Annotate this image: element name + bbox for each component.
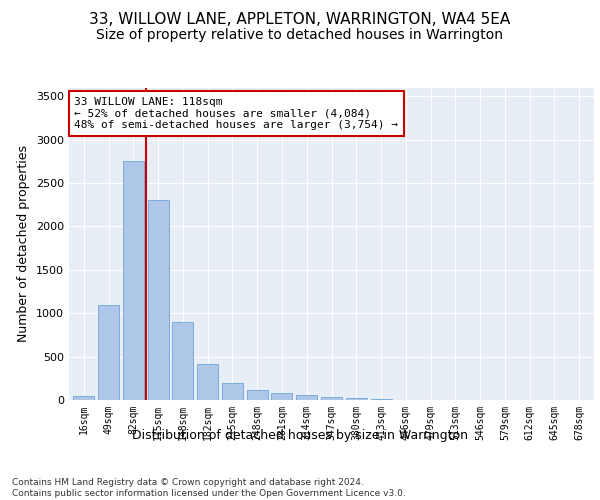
Y-axis label: Number of detached properties: Number of detached properties: [17, 145, 31, 342]
Bar: [197, 364, 218, 400]
Text: Contains HM Land Registry data © Crown copyright and database right 2024.
Contai: Contains HM Land Registry data © Crown c…: [12, 478, 406, 498]
Bar: [247, 390, 268, 400]
Bar: [148, 200, 169, 400]
Text: 33, WILLOW LANE, APPLETON, WARRINGTON, WA4 5EA: 33, WILLOW LANE, APPLETON, WARRINGTON, W…: [89, 12, 511, 28]
Bar: [172, 322, 193, 400]
Text: Size of property relative to detached houses in Warrington: Size of property relative to detached ho…: [97, 28, 503, 42]
Bar: [271, 393, 292, 400]
Bar: [73, 396, 94, 400]
Text: Distribution of detached houses by size in Warrington: Distribution of detached houses by size …: [132, 430, 468, 442]
Text: 33 WILLOW LANE: 118sqm
← 52% of detached houses are smaller (4,084)
48% of semi-: 33 WILLOW LANE: 118sqm ← 52% of detached…: [74, 97, 398, 130]
Bar: [222, 382, 243, 400]
Bar: [98, 304, 119, 400]
Bar: [296, 395, 317, 400]
Bar: [371, 399, 392, 400]
Bar: [123, 162, 144, 400]
Bar: [321, 397, 342, 400]
Bar: [346, 398, 367, 400]
